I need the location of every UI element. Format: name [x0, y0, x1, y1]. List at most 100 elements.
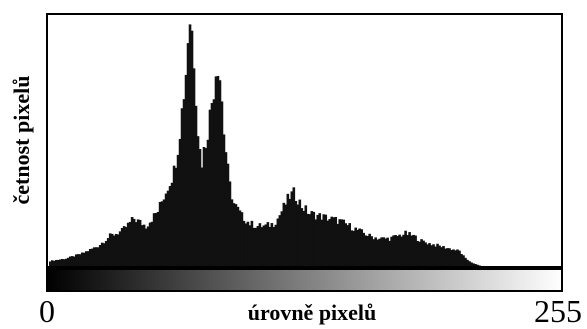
histogram-bar: [474, 264, 477, 266]
histogram-bar: [352, 230, 356, 266]
histogram-bar: [446, 248, 449, 266]
histogram-bar: [336, 223, 340, 266]
histogram-bar: [364, 235, 367, 266]
histogram-bar: [444, 248, 447, 266]
histogram-bar: [430, 245, 433, 266]
histogram-bar: [376, 239, 379, 266]
histogram-bar: [130, 217, 134, 266]
histogram-bar: [326, 220, 330, 266]
histogram-bar: [232, 203, 236, 266]
histogram-bar: [384, 238, 387, 266]
histogram-bar: [300, 208, 304, 266]
histogram-bar: [144, 228, 148, 266]
histogram-bar: [102, 243, 106, 266]
histogram-bar: [342, 219, 346, 266]
histogram-bar: [422, 240, 425, 266]
histogram-bar: [394, 235, 397, 266]
histogram-bar: [310, 211, 314, 266]
histogram-bar: [254, 227, 258, 266]
histogram-bar: [240, 212, 244, 266]
histogram-bar: [306, 213, 310, 266]
histogram-bar: [440, 247, 443, 266]
histogram-bar: [118, 231, 122, 266]
histogram-bar: [372, 239, 375, 266]
histogram-bar: [142, 224, 146, 266]
histogram-bar: [314, 219, 318, 266]
histogram-bar: [322, 214, 326, 266]
histogram-bar: [210, 103, 214, 266]
histogram-bar: [472, 263, 475, 266]
histogram-bar: [194, 105, 198, 266]
histogram-bar: [276, 218, 280, 266]
histogram-bar: [386, 237, 389, 266]
histogram-bar: [402, 234, 405, 266]
histogram-bar: [460, 254, 463, 266]
histogram-bar: [88, 248, 92, 266]
histogram-bar: [448, 248, 451, 266]
histogram-bar: [348, 223, 352, 266]
histogram-bar: [370, 236, 373, 266]
histogram-bar: [288, 198, 292, 266]
histogram-bar: [442, 246, 445, 266]
histogram-bar: [350, 230, 354, 266]
histogram-bar: [438, 245, 441, 266]
histogram-bar: [380, 237, 383, 266]
histogram-bar: [274, 224, 278, 266]
histogram-bar: [244, 223, 248, 266]
histogram-bar: [292, 187, 296, 266]
histogram-bar: [90, 248, 94, 266]
histogram-bar: [272, 226, 276, 266]
histogram-bar: [172, 165, 176, 266]
histogram-bar: [140, 225, 144, 266]
histogram-bar: [128, 221, 132, 266]
histogram-bar: [280, 211, 284, 266]
histogram-bar: [148, 222, 152, 266]
histogram-bar: [246, 221, 250, 266]
x-axis-label: úrovně pixelů: [248, 300, 377, 325]
histogram-bar: [260, 227, 264, 266]
histogram-bar: [176, 154, 180, 266]
histogram-bar: [416, 240, 419, 266]
histogram-bar: [146, 226, 150, 266]
histogram-bar: [82, 252, 86, 266]
histogram-bar: [206, 139, 210, 266]
histogram-bar: [192, 68, 196, 266]
histogram-bar: [164, 193, 168, 266]
histogram-bar: [230, 199, 234, 266]
histogram-bar: [214, 76, 218, 266]
histogram-bar: [124, 227, 128, 266]
histogram-bar: [136, 219, 140, 266]
histogram-bar: [362, 232, 365, 266]
histogram-bar: [178, 138, 182, 266]
histogram-bar: [346, 225, 350, 266]
histogram-bar: [250, 220, 254, 266]
histogram-bar: [72, 256, 76, 266]
histogram-bar: [236, 206, 240, 266]
histogram-bar: [96, 247, 100, 266]
histogram-bar: [256, 226, 260, 266]
histogram-bar: [290, 191, 294, 266]
histogram-bar: [378, 238, 381, 266]
histogram-bar: [184, 74, 188, 267]
histogram-bar: [382, 237, 385, 266]
histogram-bar: [188, 24, 192, 266]
histogram-bar: [424, 242, 427, 266]
histogram-bar: [258, 223, 262, 266]
histogram-bar: [356, 229, 359, 266]
histogram-bar: [338, 219, 342, 266]
histogram-bar: [180, 108, 184, 266]
gray-level-gradient-bar: [46, 268, 563, 292]
histogram-bar: [294, 200, 298, 266]
histogram-bar: [420, 239, 423, 266]
histogram-bar: [466, 259, 469, 266]
histogram-bar: [452, 249, 455, 266]
histogram-bar: [56, 259, 60, 266]
histogram-bar: [84, 251, 88, 266]
histogram-bar: [366, 235, 369, 266]
histogram-bar: [98, 244, 102, 266]
histogram-bar: [58, 259, 62, 266]
histogram-bar: [390, 236, 393, 266]
histogram-bar: [458, 250, 461, 266]
histogram-bar: [190, 30, 194, 266]
